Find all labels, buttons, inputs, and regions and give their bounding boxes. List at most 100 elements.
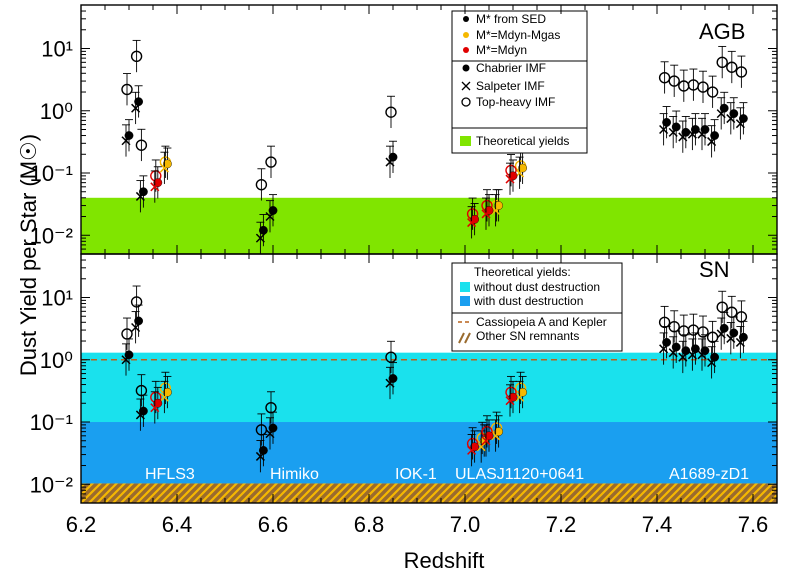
point-1-0-0-chab <box>124 350 134 360</box>
point-1-0-1-salp <box>131 322 141 333</box>
ytick-label-1-1: 10⁻¹ <box>30 410 73 435</box>
point-0-0-0-chab <box>124 131 134 140</box>
agb-legend-frame <box>451 10 588 154</box>
point-1-0-6-tophv <box>658 316 671 328</box>
band-1-1 <box>81 422 777 484</box>
legend-theoretical-label: Theoretical yields <box>476 134 569 148</box>
xtick-label-3: 6.8 <box>354 512 385 537</box>
legend-other-snr-marker <box>458 332 471 344</box>
point-1-0-9-salp <box>687 350 697 360</box>
point-0-0-10-tophv <box>697 81 709 93</box>
point-0-0-0-tophv <box>121 83 133 96</box>
agb-panel-label: AGB <box>699 19 745 44</box>
sn-panel-label: SN <box>699 257 730 282</box>
xtick-label-2: 6.6 <box>258 512 289 537</box>
legend-dyn-marker <box>463 47 469 53</box>
point-0-0-7-tophv <box>668 75 680 87</box>
point-0-0-12-tophv <box>716 56 728 69</box>
point-1-0-4-tophv <box>265 401 277 414</box>
ytick-label-0-2: 10⁰ <box>40 99 73 124</box>
legend-without-destruction-label: without dust destruction <box>473 280 600 294</box>
ytick-label-0-3: 10¹ <box>41 37 73 62</box>
point-0-0-9-chab <box>691 125 700 134</box>
point-0-0-14-chab <box>739 114 748 123</box>
point-0-0-11-salp <box>707 137 717 147</box>
point-0-0-7-salp <box>668 127 678 137</box>
galaxy-label-iok1: IOK-1 <box>395 466 437 483</box>
x-axis-title: Redshift <box>404 548 485 573</box>
point-1-2-3-salp <box>505 396 515 406</box>
point-0-0-14-salp <box>735 119 745 129</box>
legend-cassiopeia-label: Cassiopeia A and Kepler <box>476 315 607 329</box>
point-1-0-7-chab <box>671 342 681 352</box>
point-0-1-0-salp <box>159 163 169 173</box>
legend-sed-label: M* from SED <box>476 12 546 26</box>
point-0-2-3-salp <box>505 174 515 184</box>
ytick-label-1-0: 10⁻² <box>30 472 73 497</box>
point-1-0-7-salp <box>668 348 678 358</box>
point-0-0-0-salp <box>121 136 131 146</box>
point-0-0-13-tophv <box>726 61 738 73</box>
sn-legend-frame <box>451 262 623 352</box>
point-0-0-10-chab <box>700 125 710 134</box>
point-1-2-2-salp <box>481 436 491 446</box>
point-0-0-3-salp <box>255 233 265 243</box>
y-axis-title: Dust Yield per Star (M☉) <box>16 134 41 376</box>
point-0-0-3-tophv <box>255 178 268 191</box>
xtick-label-6: 7.4 <box>642 512 673 537</box>
point-0-0-11-tophv <box>706 86 719 98</box>
ytick-label-1-3: 10¹ <box>41 286 73 311</box>
point-0-0-14-tophv <box>735 66 748 78</box>
ytick-label-1-2: 10⁰ <box>40 348 73 373</box>
agb-legend: M* from SED M*=Mdyn-Mgas M*=Mdyn Chabrie… <box>451 10 588 154</box>
point-1-1-0-chab <box>162 387 172 397</box>
xtick-label-1: 6.4 <box>162 512 193 537</box>
point-0-0-4-tophv <box>265 156 277 168</box>
sn-legend: Theoretical yields: without dust destruc… <box>451 262 623 352</box>
sn-legend-title: Theoretical yields: <box>474 265 571 279</box>
point-0-0-2-tophv <box>135 139 148 151</box>
point-1-0-3-salp <box>255 451 265 461</box>
xtick-label-4: 7.0 <box>450 512 481 537</box>
tick-labels-layer: 10⁻² 10⁻¹ 10⁰ 10¹ 10⁻² 10⁻¹ 10⁰ 10¹ 6.2 6.4 6.6 6.8… <box>30 37 769 537</box>
point-0-0-8-salp <box>678 132 688 142</box>
point-1-1-3-chab <box>518 387 527 397</box>
point-1-0-4-salp <box>265 429 275 439</box>
point-1-2-0-salp <box>150 403 160 413</box>
point-1-2-1-salp <box>467 445 477 455</box>
point-1-2-2-chab <box>484 431 494 441</box>
legend-topheavy-marker <box>461 97 471 107</box>
point-0-0-11-chab <box>710 131 719 140</box>
point-1-0-5-salp <box>385 378 395 388</box>
point-0-0-9-salp <box>687 129 697 139</box>
point-1-0-1-tophv <box>130 296 143 308</box>
point-0-0-12-salp <box>716 109 726 119</box>
point-0-0-1-salp <box>131 103 141 113</box>
band-0-0 <box>81 197 777 254</box>
point-0-0-13-salp <box>726 114 736 124</box>
point-1-0-9-chab <box>691 344 700 354</box>
galaxy-label-hfls3: HFLS3 <box>145 466 195 483</box>
point-1-0-7-tophv <box>668 320 680 333</box>
point-1-0-2-salp <box>135 410 145 420</box>
point-0-0-1-tophv <box>130 50 143 62</box>
legend-dyngas-label: M*=Mdyn-Mgas <box>476 28 560 42</box>
point-1-0-13-salp <box>726 333 736 343</box>
point-0-1-1-salp <box>491 205 501 216</box>
legend-theoretical-swatch <box>460 136 471 146</box>
point-1-0-12-chab <box>719 323 729 333</box>
point-0-2-2-salp <box>481 209 491 219</box>
point-0-0-5-salp <box>385 157 395 167</box>
point-1-0-3-chab <box>258 445 268 455</box>
galaxy-label-himiko: Himiko <box>270 466 319 483</box>
legend-dyn-label: M*=Mdyn <box>476 43 527 57</box>
point-0-0-12-chab <box>719 103 729 113</box>
point-0-0-5-tophv <box>385 106 397 118</box>
galaxy-label-a1689: A1689-zD1 <box>669 466 749 483</box>
point-0-1-0-chab <box>162 159 172 169</box>
point-0-0-13-chab <box>729 109 739 119</box>
xtick-label-0: 6.2 <box>66 512 97 537</box>
point-1-0-0-salp <box>121 355 131 365</box>
point-0-0-4-salp <box>265 211 275 222</box>
point-0-1-2-chab <box>518 163 527 173</box>
